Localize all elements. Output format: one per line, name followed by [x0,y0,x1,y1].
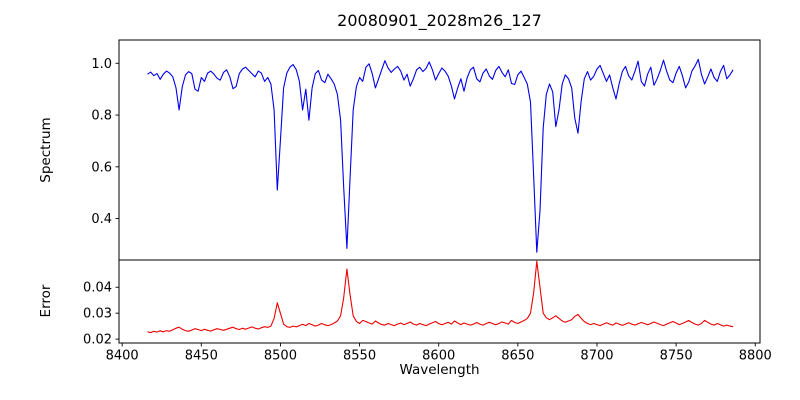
x-tick-label: 8600 [422,349,455,364]
y-tick-label: 0.8 [91,109,112,124]
x-tick-label: 8800 [739,349,772,364]
y-tick-label: 0.02 [83,333,112,348]
y-tick-label: 0.6 [91,160,112,175]
y-tick-label: 0.03 [83,307,112,322]
x-tick-label: 8750 [660,349,693,364]
wavelength-axis-label: Wavelength [399,362,480,378]
x-tick-label: 8650 [501,349,534,364]
x-tick-label: 8400 [106,349,139,364]
y-tick-label: 1.0 [91,57,112,72]
y-tick-label: 0.4 [91,212,112,227]
x-tick-label: 8500 [264,349,297,364]
x-tick-label: 8700 [580,349,613,364]
x-tick-label: 8550 [343,349,376,364]
y-tick-label: 0.04 [83,281,112,296]
chart-title: 20080901_2028m26_127 [337,11,542,30]
error-line [147,260,734,334]
axes_bottom-frame [118,259,761,344]
x-tick-label: 8450 [185,349,218,364]
spectrum-line [147,58,734,253]
